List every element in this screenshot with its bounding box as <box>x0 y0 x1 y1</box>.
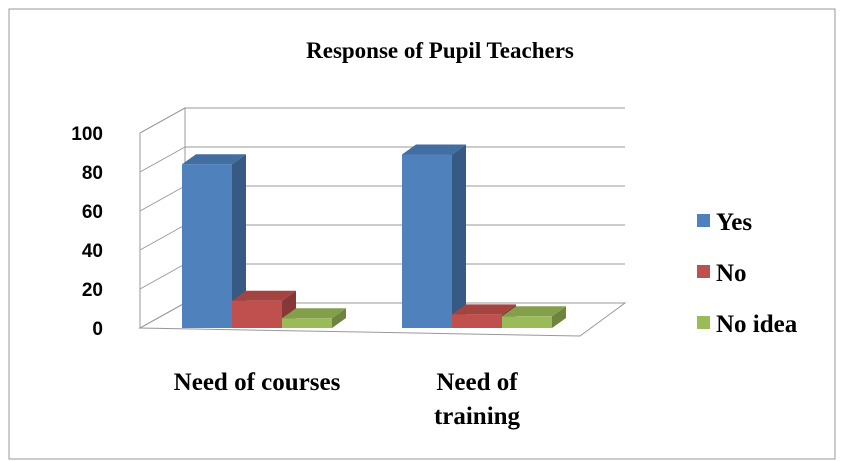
bar <box>502 316 552 328</box>
grid-line-side <box>139 224 186 251</box>
bar-top <box>282 308 346 319</box>
bar-top <box>452 304 516 315</box>
bar <box>232 300 282 328</box>
bar-top <box>502 306 566 317</box>
y-tick-label: 40 <box>82 241 103 262</box>
y-tick-label: 100 <box>71 124 103 145</box>
grid-line-side <box>139 185 186 212</box>
legend-label: No idea <box>716 311 798 338</box>
legend-label: No <box>716 260 747 287</box>
bar-top <box>402 144 466 155</box>
x-tick-label: Need of courses <box>173 369 341 396</box>
bar-side <box>332 308 346 328</box>
bar <box>282 318 332 328</box>
legend-swatch <box>697 316 710 329</box>
bar-top <box>182 154 246 165</box>
bar <box>452 314 502 328</box>
bar <box>402 154 452 328</box>
grid-line-side <box>139 302 186 329</box>
bar-side <box>232 154 246 328</box>
legend-swatch <box>697 265 710 278</box>
y-tick-label: 20 <box>82 280 103 301</box>
y-tick-label: 60 <box>82 202 103 223</box>
y-tick-label: 0 <box>92 319 103 340</box>
legend-swatch <box>697 214 710 227</box>
x-tick-label: Need of training <box>433 369 521 430</box>
legend-label: Yes <box>716 209 752 236</box>
bar-top <box>232 290 296 301</box>
bar-side <box>452 144 466 328</box>
bar <box>182 164 232 328</box>
bar-side <box>552 306 566 328</box>
grid-line-side <box>139 263 186 290</box>
grid-line-side <box>139 146 186 173</box>
y-tick-label: 80 <box>82 163 103 184</box>
chart-title: Response of Pupil Teachers <box>306 38 574 63</box>
grid-line-side <box>139 107 186 134</box>
